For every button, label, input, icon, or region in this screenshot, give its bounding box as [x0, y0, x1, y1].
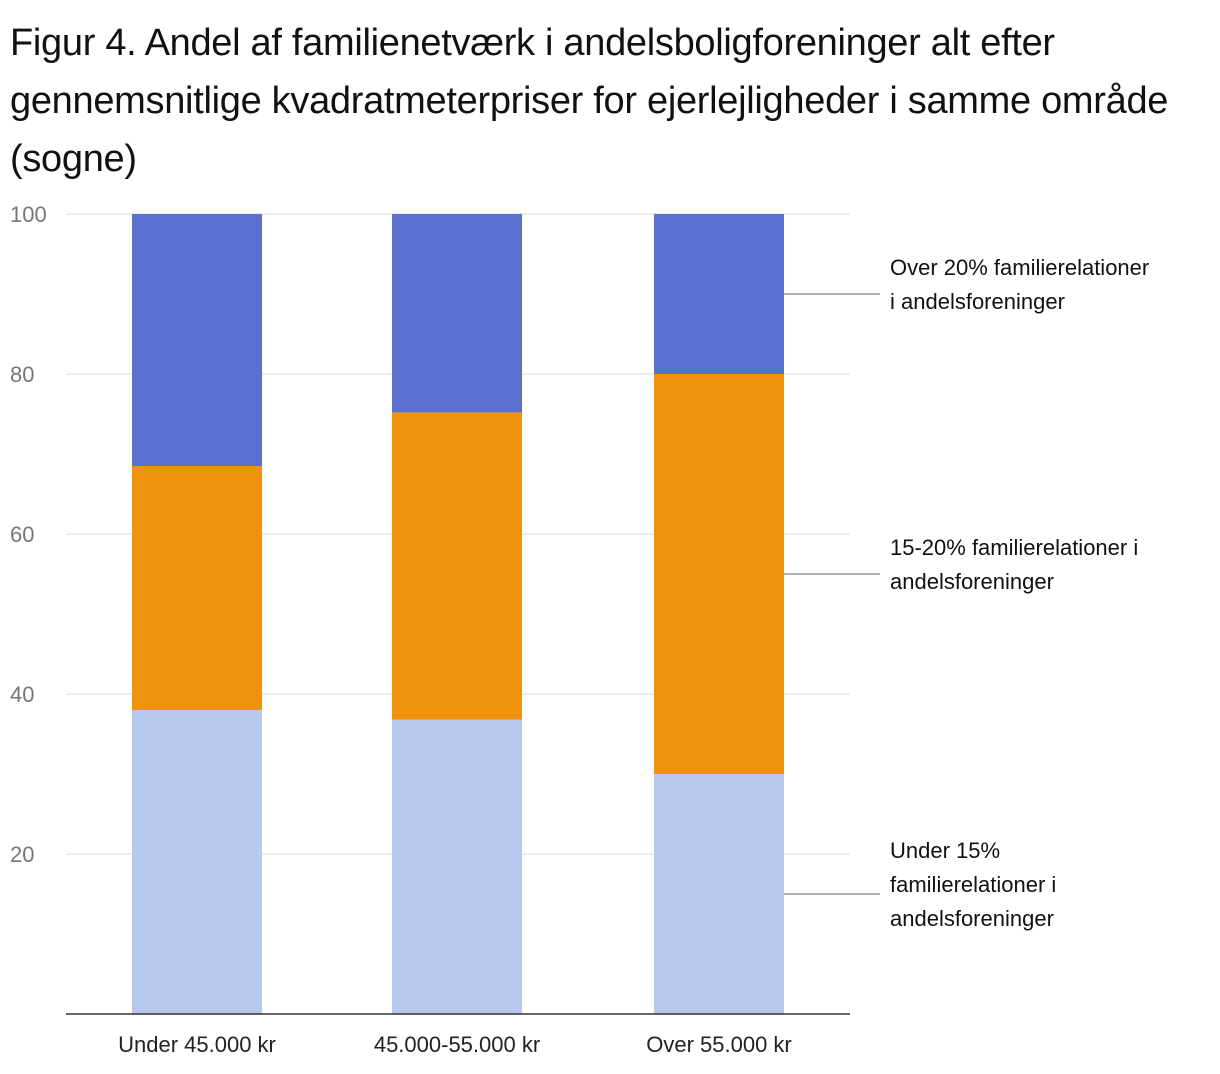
legend-label: Over 20% familierelationer	[890, 255, 1149, 280]
bar-segment	[392, 719, 522, 1014]
x-category-label: Under 45.000 kr	[118, 1032, 276, 1057]
y-tick-label: 40	[10, 682, 34, 707]
y-tick-label: 100	[10, 202, 47, 227]
bar-segment	[392, 412, 522, 720]
legend-label: i andelsforeninger	[890, 289, 1065, 314]
legend-label: Under 15%	[890, 838, 1000, 863]
legend-label: familierelationer i	[890, 872, 1056, 897]
bar-segment	[654, 374, 784, 774]
bar-segment	[132, 214, 262, 466]
x-category-label: Over 55.000 kr	[646, 1032, 792, 1057]
y-tick-label: 60	[10, 522, 34, 547]
legend-label: andelsforeninger	[890, 569, 1054, 594]
legend-label: 15-20% familierelationer i	[890, 535, 1138, 560]
bar-segment	[132, 466, 262, 710]
x-category-label: 45.000-55.000 kr	[374, 1032, 540, 1057]
bar-segment	[132, 710, 262, 1014]
y-tick-label: 20	[10, 842, 34, 867]
y-tick-label: 80	[10, 362, 34, 387]
legend-label: andelsforeninger	[890, 906, 1054, 931]
bar-segment	[654, 214, 784, 374]
bar-segment	[392, 214, 522, 413]
chart-title: Figur 4. Andel af familienetværk i andel…	[10, 22, 1169, 180]
bar-segment	[654, 774, 784, 1014]
